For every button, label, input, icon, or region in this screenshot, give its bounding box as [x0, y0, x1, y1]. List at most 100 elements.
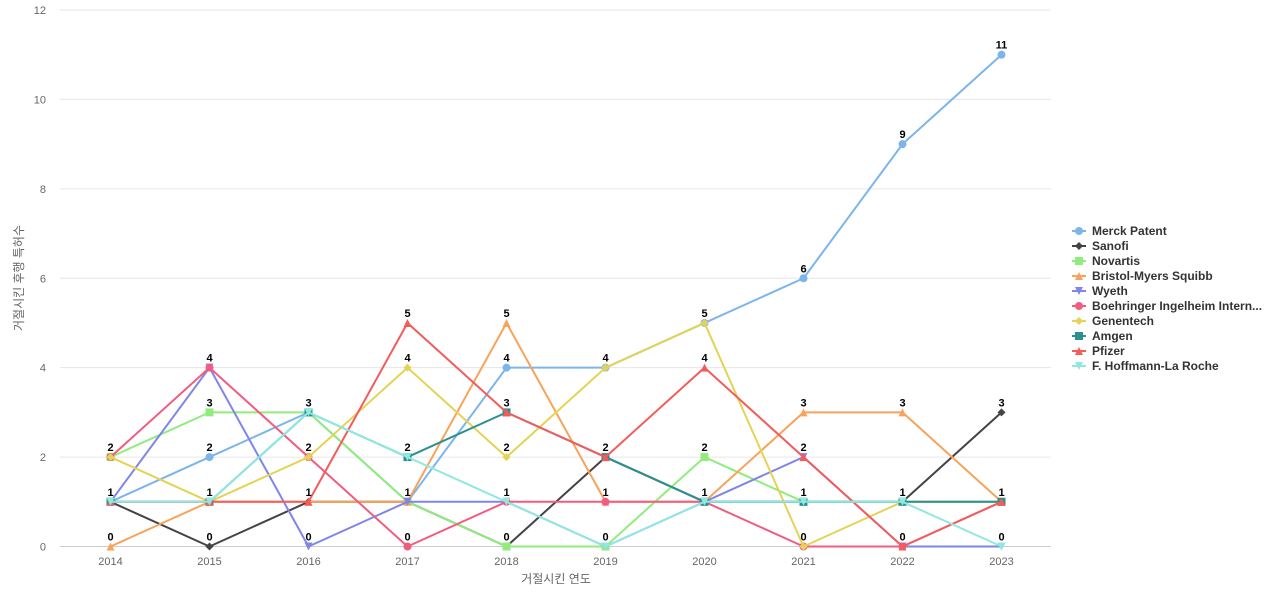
data-point — [205, 408, 214, 417]
data-point — [304, 497, 313, 506]
legend-label: Sanofi — [1092, 239, 1129, 253]
data-point — [403, 497, 412, 506]
data-label: 11 — [996, 40, 1008, 52]
legend-marker — [1075, 332, 1083, 340]
legend-label: Merck Patent — [1092, 224, 1167, 238]
data-label: 4 — [404, 353, 411, 365]
data-point — [799, 453, 808, 462]
data-point — [997, 50, 1006, 59]
legend-item-bristol-myers-squibb[interactable]: Bristol-Myers Squibb — [1072, 269, 1213, 283]
series-line-sanofi — [109, 411, 1003, 548]
legend-marker — [1075, 347, 1083, 355]
x-tick-label: 2017 — [395, 556, 419, 568]
data-label: 0 — [998, 532, 1004, 544]
data-label: 1 — [206, 487, 212, 499]
legend-item-merck-patent[interactable]: Merck Patent — [1072, 224, 1167, 238]
data-point — [304, 453, 313, 462]
legend-marker — [1075, 227, 1083, 235]
data-point — [403, 542, 412, 551]
y-tick-label: 8 — [40, 184, 46, 196]
legend-marker — [1075, 242, 1083, 250]
data-label: 2 — [701, 442, 707, 454]
data-label: 0 — [602, 532, 608, 544]
data-point — [502, 453, 511, 462]
series-line-boehringer-ingelheim-intern — [109, 366, 1003, 548]
legend-item-novartis[interactable]: Novartis — [1072, 254, 1140, 268]
legend-item-f-hoffmann-la-roche[interactable]: F. Hoffmann-La Roche — [1072, 359, 1219, 373]
data-label: 0 — [404, 532, 410, 544]
series-f-hoffmann-la-roche — [106, 408, 1006, 551]
data-point — [601, 497, 610, 506]
series-line-merck-patent — [109, 53, 1003, 503]
data-point — [205, 542, 214, 551]
legend-label: Amgen — [1092, 329, 1133, 343]
data-point — [700, 453, 709, 462]
data-label: 1 — [404, 487, 410, 499]
data-label: 2 — [404, 442, 410, 454]
data-point — [997, 408, 1006, 417]
data-point — [205, 453, 214, 462]
data-label: 3 — [899, 397, 905, 409]
data-labels: 2 1 0 4 3 2 1 0 3 2 1 0 5 4 2 1 0 5 4 3 2 1 0 4 2 1 0 5 4 2 1 6 3 2 1 0 9 3 1 0… — [107, 40, 1007, 544]
data-label: 1 — [602, 487, 608, 499]
series-line-genentech — [109, 321, 1003, 548]
data-label: 1 — [107, 487, 113, 499]
legend-item-wyeth[interactable]: Wyeth — [1072, 284, 1128, 298]
data-point — [304, 408, 313, 417]
y-tick-label: 4 — [40, 363, 46, 375]
series-line-pfizer — [109, 321, 1003, 548]
data-point — [898, 408, 907, 417]
legend-label: Wyeth — [1092, 284, 1128, 298]
x-tick-label: 2023 — [989, 556, 1013, 568]
data-point — [304, 542, 313, 551]
data-point — [502, 542, 511, 551]
data-label: 4 — [602, 353, 609, 365]
series-line-novartis — [109, 411, 1003, 548]
data-label: 3 — [800, 397, 806, 409]
legend-item-pfizer[interactable]: Pfizer — [1072, 344, 1125, 358]
x-tick-label: 2018 — [494, 556, 518, 568]
series-line-f-hoffmann-la-roche — [109, 411, 1003, 548]
series-lines — [106, 50, 1006, 551]
data-point — [106, 453, 115, 462]
legend-marker — [1075, 302, 1083, 310]
data-point — [799, 542, 808, 551]
data-point — [601, 453, 610, 462]
data-point — [502, 363, 511, 372]
data-label: 3 — [206, 397, 212, 409]
data-label: 2 — [305, 442, 311, 454]
data-point — [106, 497, 115, 506]
legend-marker — [1075, 317, 1083, 325]
data-point — [997, 497, 1006, 506]
data-label: 5 — [701, 308, 707, 320]
data-label: 4 — [206, 353, 213, 365]
data-label: 1 — [998, 487, 1004, 499]
legend-marker — [1075, 272, 1083, 280]
data-label: 2 — [800, 442, 806, 454]
data-label: 6 — [800, 263, 806, 275]
data-label: 1 — [800, 487, 806, 499]
data-label: 9 — [899, 129, 905, 141]
x-tick-label: 2021 — [791, 556, 815, 568]
legend-item-sanofi[interactable]: Sanofi — [1072, 239, 1129, 253]
y-axis-ticks: 0 2 4 6 8 10 12 — [34, 5, 46, 554]
data-point — [502, 318, 511, 327]
legend-item-amgen[interactable]: Amgen — [1072, 329, 1133, 343]
legend-marker — [1075, 287, 1083, 295]
grid-lines — [60, 9, 1051, 547]
series-sanofi — [106, 408, 1006, 551]
legend-marker — [1075, 362, 1083, 370]
data-point — [403, 453, 412, 462]
legend-item-genentech[interactable]: Genentech — [1072, 314, 1154, 328]
legend: Merck PatentSanofiNovartisBristol-Myers … — [1072, 224, 1262, 373]
y-tick-label: 6 — [40, 273, 46, 285]
x-tick-label: 2020 — [692, 556, 716, 568]
data-label: 5 — [503, 308, 509, 320]
data-label: 3 — [998, 397, 1004, 409]
data-point — [799, 497, 808, 506]
data-label: 1 — [503, 487, 509, 499]
data-point — [403, 318, 412, 327]
data-label: 0 — [305, 532, 311, 544]
legend-item-boehringer-ingelheim-intern[interactable]: Boehringer Ingelheim Intern... — [1072, 299, 1262, 313]
